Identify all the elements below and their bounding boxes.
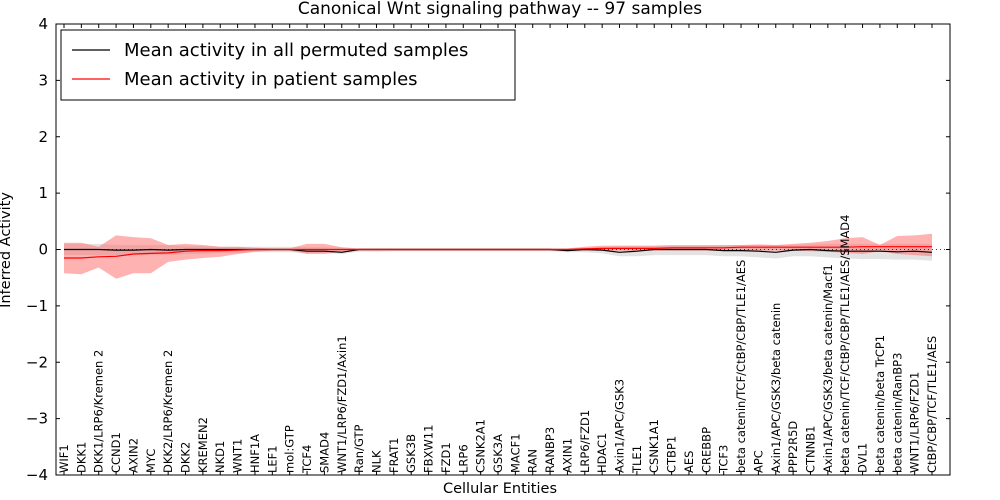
x-tick-label: Axin1/APC/GSK3/beta catenin — [769, 303, 783, 473]
series-lines — [56, 246, 950, 259]
x-tick-label: DVL1 — [856, 443, 870, 473]
x-tick-label: CTBP1 — [665, 436, 679, 473]
x-axis-label: Cellular Entities — [443, 481, 557, 497]
x-tick-label: HDAC1 — [595, 433, 609, 473]
x-tick-label: CTNNB1 — [803, 426, 817, 473]
x-tick-label: CCND1 — [109, 432, 123, 473]
y-tick-label: 2 — [38, 128, 48, 146]
x-tick-label: WIF1 — [57, 444, 71, 473]
chart-title: Canonical Wnt signaling pathway -- 97 sa… — [298, 0, 702, 19]
x-tick-label: RAN — [526, 449, 540, 473]
x-tick-label: LRP6/FZD1 — [578, 410, 592, 473]
x-tick-label: GSK3A — [491, 434, 505, 473]
x-axis-ticks: WIF1 DKK1 DKK1/LRP6/Kremen 2 CCND1 AXIN2 MYC D… — [57, 24, 939, 475]
x-tick-label: MACF1 — [508, 433, 522, 473]
x-tick-label: SMAD4 — [317, 432, 331, 473]
x-tick-label: AES — [682, 451, 696, 473]
y-tick-label: −3 — [26, 410, 48, 428]
x-tick-label: FZD1 — [439, 442, 453, 473]
x-tick-label: DKK1 — [74, 442, 88, 473]
x-tick-label: DKK2 — [179, 442, 193, 473]
x-tick-label: TCF3 — [717, 445, 731, 474]
x-tick-label: HNF1A — [248, 434, 262, 473]
y-tick-label: −1 — [26, 297, 48, 315]
x-tick-label: DKK2/LRP6/Kremen 2 — [161, 350, 175, 473]
x-tick-label: Axin1/APC/GSK3/beta catenin/Macf1 — [821, 264, 835, 473]
y-axis-ticks: 4 3 2 1 0 −1 −2 −3 −4 — [26, 15, 950, 484]
line-series-1 — [64, 246, 932, 259]
x-tick-label: beta catenin/RanBP3 — [890, 353, 904, 473]
confidence-bands — [64, 233, 932, 279]
x-tick-label: FRAT1 — [387, 438, 401, 473]
x-tick-label: AXIN1 — [560, 438, 574, 473]
x-tick-label: APC — [751, 450, 765, 473]
x-tick-label: FBXW11 — [422, 425, 436, 473]
x-tick-label: LRP6 — [456, 444, 470, 473]
x-tick-label: CREBBP — [699, 427, 713, 473]
y-tick-label: 3 — [38, 71, 48, 89]
x-tick-label: beta catenin/beta TrCP1 — [873, 335, 887, 473]
x-tick-label: GSK3B — [404, 434, 418, 473]
x-tick-label: LEF1 — [265, 445, 279, 473]
x-tick-label: CSNK1A1 — [647, 419, 661, 473]
x-tick-label: MYC — [144, 449, 158, 473]
x-tick-label: beta catenin/TCF/CtBP/CBP/TLE1/AES — [734, 260, 748, 473]
x-tick-label: KREMEN2 — [196, 417, 210, 473]
legend-box — [60, 29, 516, 101]
x-tick-label: PPP2R5D — [786, 421, 800, 473]
x-tick-label: DKK1/LRP6/Kremen 2 — [92, 350, 106, 473]
y-tick-label: 0 — [38, 241, 48, 259]
x-tick-label: beta catenin/TCF/CtBP/CBP/TLE1/AES/SMAD4 — [838, 215, 852, 473]
plot-frame — [55, 23, 951, 476]
band-series-1 — [64, 233, 932, 279]
y-tick-label: −2 — [26, 353, 48, 371]
legend-label-permuted: Mean activity in all permuted samples — [124, 40, 468, 61]
x-tick-label: WNT1 — [231, 439, 245, 473]
x-tick-label: NLK — [369, 450, 383, 473]
x-tick-label: WNT1/LRP6/FZD1 — [908, 372, 922, 473]
x-tick-label: NKD1 — [213, 441, 227, 473]
x-tick-label: mol:GTP — [283, 425, 297, 473]
legend-label-patient: Mean activity in patient samples — [124, 69, 418, 90]
legend: Mean activity in all permuted samples Me… — [60, 29, 516, 101]
x-tick-label: Ran/GTP — [352, 425, 366, 473]
x-tick-label: WNT1/LRP6/FZD1/Axin1 — [335, 335, 349, 473]
x-tick-label: AXIN2 — [126, 438, 140, 473]
x-tick-label: CtBP/CBP/TCF/TLE1/AES — [925, 336, 939, 473]
y-tick-label: −4 — [26, 466, 48, 484]
x-tick-label: TCF4 — [300, 445, 314, 474]
x-tick-label: CSNK2A1 — [474, 419, 488, 473]
y-axis-label: Inferred Activity — [0, 192, 14, 308]
x-tick-label: TLE1 — [630, 445, 644, 474]
x-tick-label: Axin1/APC/GSK3 — [613, 379, 627, 473]
x-tick-label: RANBP3 — [543, 427, 557, 473]
y-tick-label: 4 — [38, 15, 48, 33]
y-tick-label: 1 — [38, 184, 48, 202]
